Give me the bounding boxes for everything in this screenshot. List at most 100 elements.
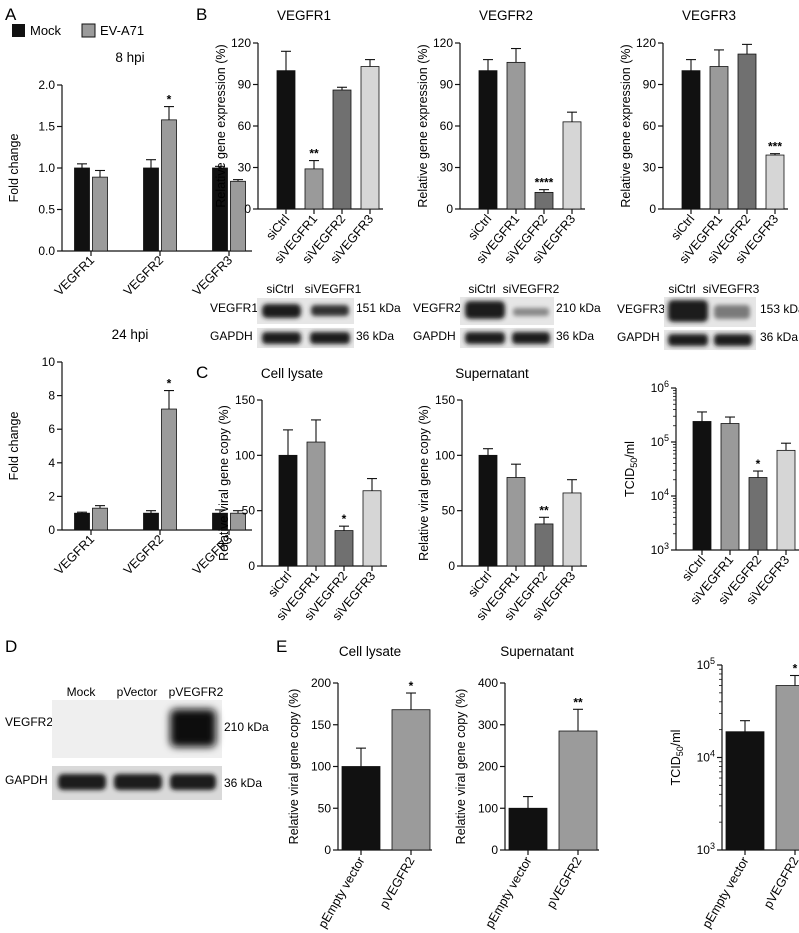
blot-band — [668, 334, 708, 346]
blot-band — [170, 709, 216, 747]
legend-swatch-mock — [12, 24, 25, 37]
blot-band — [513, 308, 549, 316]
blot-band — [512, 332, 550, 344]
blot-row-label: VEGFR2 — [413, 301, 461, 315]
y-tick-label: 50 — [318, 801, 332, 815]
blot-band — [465, 301, 505, 319]
blot-row-label: GAPDH — [210, 329, 253, 343]
blot-band — [262, 332, 301, 344]
blot-lane-header: siCtrl — [266, 282, 293, 296]
significance-marker: **** — [535, 176, 554, 190]
legend-swatch-ev-a71 — [81, 23, 96, 38]
significance-marker: * — [342, 512, 347, 526]
x-tick-label: pVEGFR2 — [544, 854, 585, 910]
bar — [304, 168, 324, 210]
legend-label-mock: Mock — [30, 23, 62, 38]
bar — [362, 490, 382, 567]
y-tick-label: 120 — [231, 36, 251, 50]
panel-letter-c: C — [196, 363, 208, 382]
bar — [332, 89, 352, 210]
bar — [143, 167, 159, 252]
y-tick-label: 10 — [42, 355, 56, 369]
bar — [775, 685, 799, 851]
y-axis-label: Relative gene expression (%) — [214, 44, 228, 207]
y-tick-label: 120 — [433, 36, 453, 50]
y-tick-label: 0 — [491, 843, 498, 857]
y-axis-label: Relative viral gene copy (%) — [287, 689, 301, 845]
blot-band — [714, 334, 752, 346]
blot-b-vegfr3: siCtrl siVEGFR3 VEGFR3 153 kDa GAPDH 36 … — [617, 282, 799, 350]
y-tick-label: 400 — [478, 676, 498, 690]
bar — [692, 421, 712, 551]
bar — [161, 119, 177, 252]
bar — [360, 66, 380, 210]
y-tick-label: 60 — [643, 119, 657, 133]
y-tick-label: 30 — [643, 161, 657, 175]
bar — [506, 61, 526, 210]
bar — [341, 766, 381, 851]
y-tick-label: 60 — [440, 119, 454, 133]
y-tick-label: 60 — [238, 119, 252, 133]
y-tick-label: 6 — [48, 422, 55, 436]
panel-letter-e: E — [276, 637, 287, 656]
y-tick-label: 150 — [435, 393, 455, 407]
chart-c-supernatant: Supernatant 0 50 100 150 Relative viral gene … — [417, 366, 587, 623]
blot-lane-header: siVEGFR3 — [703, 282, 760, 296]
y-tick-label: 0.5 — [38, 203, 55, 217]
blot-band — [465, 332, 505, 344]
y-tick-label: 0 — [244, 202, 251, 216]
chart-e-supernatant: Supernatant 0 100 200 300 400 Relative viral g… — [454, 644, 599, 931]
y-axis-label: Relative gene expression (%) — [619, 44, 633, 207]
x-tick-label: pEmpty vector — [483, 855, 535, 931]
blot-row-label: GAPDH — [413, 329, 456, 343]
blot-lane-header: siVEGFR2 — [503, 282, 560, 296]
x-tick-label: pEmpty vector — [316, 855, 368, 931]
bar — [765, 154, 785, 210]
y-tick-label: 90 — [643, 78, 657, 92]
bar — [534, 523, 554, 567]
y-tick-label: 106 — [651, 379, 669, 395]
y-tick-label: 300 — [478, 718, 498, 732]
blot-lane-header: siCtrl — [668, 282, 695, 296]
y-axis-label: Relative viral gene copy (%) — [454, 689, 468, 845]
x-tick-label: VEGFR1 — [52, 532, 97, 577]
blot-lane-header: siCtrl — [468, 282, 495, 296]
y-axis-label: TCID50/ml — [669, 730, 685, 786]
y-tick-label: 150 — [235, 393, 255, 407]
chart-title: Supernatant — [455, 366, 529, 381]
y-tick-label: 2 — [48, 489, 55, 503]
y-axis-label: Fold change — [7, 412, 21, 481]
blot-b-vegfr1: siCtrl siVEGFR1 VEGFR1 151 kDa GAPDH 36 … — [210, 282, 401, 348]
y-tick-label: 105 — [651, 433, 669, 449]
chart-title: 8 hpi — [115, 50, 144, 65]
chart-title: VEGFR3 — [682, 8, 736, 23]
y-tick-label: 50 — [242, 504, 256, 518]
blot-band — [170, 774, 216, 790]
bar — [74, 512, 90, 531]
blot-band — [262, 304, 301, 318]
y-axis-label: Relative gene expression (%) — [416, 44, 430, 207]
y-tick-label: 50 — [442, 504, 456, 518]
y-tick-label: 4 — [48, 456, 55, 470]
bar — [558, 730, 598, 851]
blot-d: Mock pVector pVEGFR2 VEGFR2 210 kDa GAPD… — [5, 685, 269, 800]
blot-size-label: 36 kDa — [556, 329, 594, 343]
chart-c-tcid50: 103104105106TCID50/ml*siCtrlsiVEGFR1siVE… — [623, 379, 799, 607]
y-tick-label: 103 — [697, 841, 715, 857]
blot-lane-header: Mock — [67, 685, 97, 699]
y-tick-label: 103 — [651, 541, 669, 557]
blot-band — [668, 300, 708, 322]
blot-size-label: 36 kDa — [356, 329, 394, 343]
bar — [709, 66, 729, 210]
significance-marker: * — [409, 679, 414, 693]
panel-letter-a: A — [5, 5, 17, 24]
bar — [92, 176, 108, 252]
significance-marker: ** — [539, 503, 549, 517]
y-axis-label: Fold change — [7, 134, 21, 203]
y-tick-label: 0.0 — [38, 244, 55, 258]
bar — [334, 530, 354, 567]
y-tick-label: 8 — [48, 389, 55, 403]
blot-lane-header: pVector — [117, 685, 158, 699]
y-tick-label: 100 — [311, 760, 331, 774]
